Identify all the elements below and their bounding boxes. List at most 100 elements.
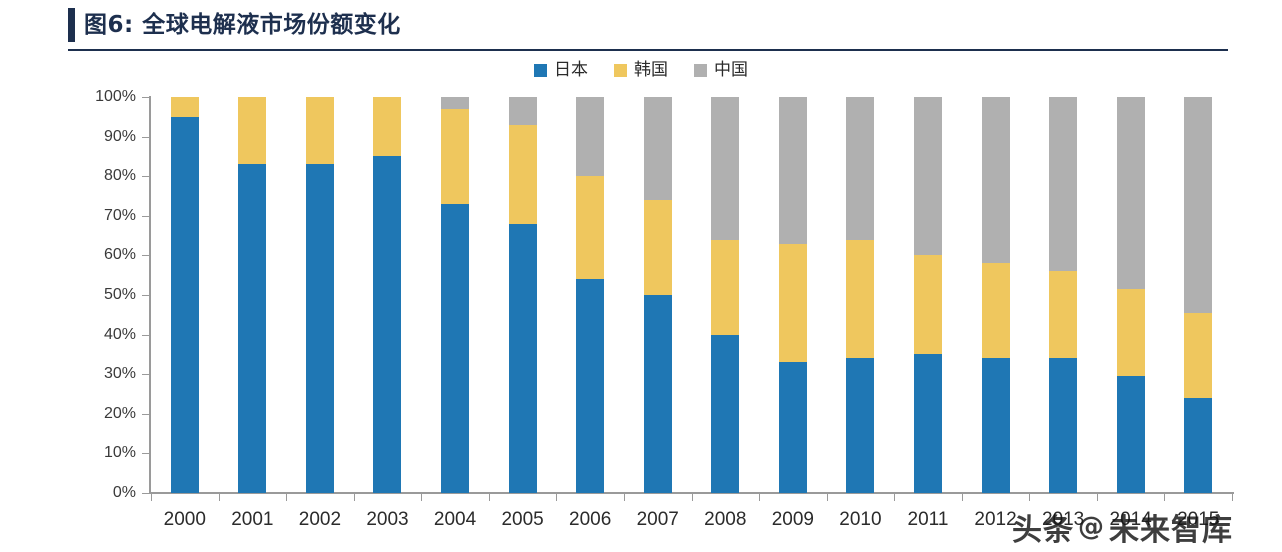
watermark-account: 未来智库 (1109, 513, 1233, 548)
y-axis-tick (142, 334, 150, 336)
watermark-at-icon: @ (1078, 512, 1105, 542)
legend-label: 韩国 (634, 60, 668, 80)
x-axis-tick (1164, 493, 1166, 501)
x-axis-tick (691, 493, 693, 501)
x-axis-tick (286, 493, 288, 501)
bar-segment-韩国[interactable] (643, 199, 672, 295)
x-axis-tick (826, 493, 828, 501)
x-axis-tick-label: 2011 (907, 509, 949, 530)
bar-group[interactable] (981, 97, 1010, 493)
x-axis-tick-label: 2004 (433, 509, 477, 530)
chart-legend: 日本 韩国 中国 (0, 62, 1282, 79)
bar-segment-日本[interactable] (576, 279, 605, 493)
bar-segment-韩国[interactable] (170, 97, 199, 117)
bar-segment-日本[interactable] (1116, 376, 1145, 493)
bar-segment-中国[interactable] (576, 97, 605, 177)
y-axis-tick-label: 20% (103, 404, 136, 422)
y-axis-tick (142, 374, 150, 376)
bar-segment-日本[interactable] (778, 362, 807, 493)
bar-segment-日本[interactable] (1184, 397, 1213, 493)
bar-segment-中国[interactable] (643, 97, 672, 200)
bar-segment-韩国[interactable] (913, 255, 942, 355)
legend-item-3[interactable]: 中国 (694, 62, 748, 79)
bar-segment-中国[interactable] (508, 97, 537, 125)
bar-segment-韩国[interactable] (508, 124, 537, 224)
bar-segment-中国[interactable] (441, 97, 470, 109)
bar-segment-日本[interactable] (373, 156, 402, 493)
x-axis-tick-label: 2000 (163, 509, 206, 530)
legend-swatch-icon (614, 64, 627, 77)
bar-segment-中国[interactable] (711, 97, 740, 240)
bar-segment-日本[interactable] (913, 354, 942, 493)
bar-segment-韩国[interactable] (305, 97, 334, 165)
bar-group[interactable] (913, 97, 942, 493)
y-axis-tick (142, 493, 150, 494)
bar-segment-中国[interactable] (846, 97, 875, 240)
y-axis-tick-label: 30% (103, 365, 136, 383)
bar-segment-韩国[interactable] (576, 176, 605, 280)
bar-segment-韩国[interactable] (441, 108, 470, 204)
bar-segment-韩国[interactable] (373, 97, 402, 157)
bar-group[interactable] (711, 97, 740, 493)
bar-group[interactable] (1116, 97, 1145, 493)
bar-segment-日本[interactable] (305, 164, 334, 493)
bar-segment-中国[interactable] (1184, 97, 1213, 313)
bar-group[interactable] (1184, 97, 1213, 493)
bar-segment-日本[interactable] (846, 358, 875, 493)
plot-area (151, 97, 1232, 493)
y-axis-tick (142, 453, 150, 455)
bar-segment-日本[interactable] (508, 223, 537, 493)
y-axis-tick (142, 97, 150, 98)
bar-segment-中国[interactable] (1049, 97, 1078, 272)
y-axis-tick (142, 176, 150, 178)
bar-segment-日本[interactable] (711, 334, 740, 493)
bar-segment-韩国[interactable] (238, 97, 267, 165)
bar-group[interactable] (373, 97, 402, 493)
bar-segment-韩国[interactable] (1116, 289, 1145, 377)
x-axis-tick (1232, 493, 1233, 501)
x-axis-tick (1096, 493, 1098, 501)
bar-group[interactable] (508, 97, 537, 493)
bar-segment-韩国[interactable] (711, 239, 740, 335)
x-axis-tick (623, 493, 625, 501)
legend-item-2[interactable]: 韩国 (614, 62, 668, 79)
bar-segment-韩国[interactable] (778, 243, 807, 363)
x-axis-tick (759, 493, 761, 501)
bar-group[interactable] (778, 97, 807, 493)
x-axis-tick (556, 493, 558, 501)
bar-segment-韩国[interactable] (1049, 271, 1078, 359)
bar-segment-日本[interactable] (441, 203, 470, 493)
bar-segment-中国[interactable] (778, 97, 807, 244)
bar-segment-日本[interactable] (643, 295, 672, 493)
x-axis-tick-label: 2012 (974, 509, 1017, 530)
bar-group[interactable] (305, 97, 334, 493)
x-axis-tick (218, 493, 220, 501)
bar-group[interactable] (170, 97, 199, 493)
figure-header: 图6: 全球电解液市场份额变化 (0, 0, 1282, 52)
y-axis-tick (142, 413, 150, 415)
bar-segment-日本[interactable] (1049, 358, 1078, 493)
legend-item-1[interactable]: 日本 (534, 62, 588, 79)
bar-group[interactable] (441, 97, 470, 493)
y-axis-labels: 0% 10% 20% 30% 40% 50% 60% 70% 80% 90% 100% (72, 0, 136, 552)
bar-group[interactable] (238, 97, 267, 493)
bar-group[interactable] (1049, 97, 1078, 493)
bar-segment-日本[interactable] (238, 164, 267, 493)
watermark: 头条 @ 未来智库 (1012, 505, 1233, 549)
bar-segment-中国[interactable] (1116, 97, 1145, 290)
y-axis-tick-label: 70% (103, 206, 136, 224)
bar-segment-中国[interactable] (981, 97, 1010, 264)
bar-segment-中国[interactable] (913, 97, 942, 256)
bar-group[interactable] (643, 97, 672, 493)
bar-segment-韩国[interactable] (1184, 312, 1213, 398)
bar-segment-日本[interactable] (170, 116, 199, 493)
bar-group[interactable] (846, 97, 875, 493)
bar-segment-韩国[interactable] (846, 239, 875, 359)
bar-segment-日本[interactable] (981, 358, 1010, 493)
y-axis-tick (142, 255, 150, 257)
legend-label: 中国 (714, 60, 748, 80)
bar-segment-韩国[interactable] (981, 263, 1010, 359)
bar-group[interactable] (576, 97, 605, 493)
x-axis-tick (151, 493, 152, 501)
y-axis-tick-label: 90% (103, 127, 136, 145)
